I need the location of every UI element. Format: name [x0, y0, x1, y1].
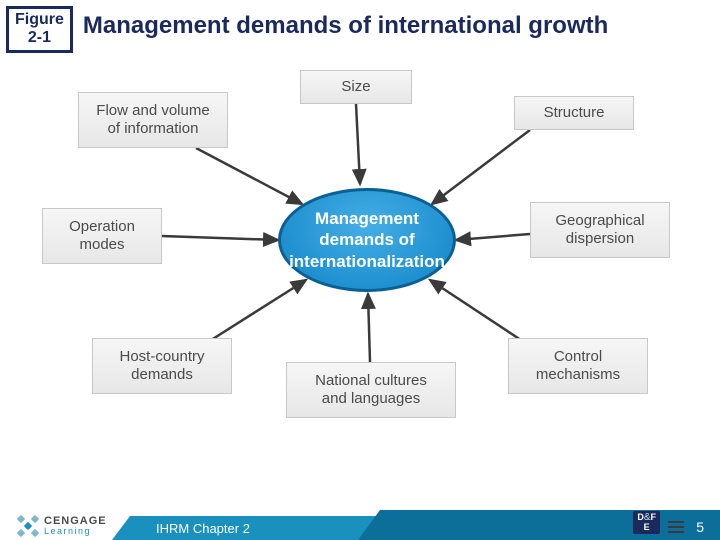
- arrow: [196, 148, 302, 204]
- figure-number-badge: Figure 2-1: [6, 6, 73, 53]
- menu-icon: [668, 521, 684, 533]
- brand-logo: CENGAGE Learning: [18, 516, 107, 536]
- node-control: Controlmechanisms: [508, 338, 648, 394]
- node-structure: Structure: [514, 96, 634, 130]
- arrow: [456, 234, 530, 240]
- brand-logo-text: CENGAGE Learning: [44, 517, 107, 535]
- arrow: [430, 280, 524, 342]
- dfe-badge: D&FE: [633, 511, 660, 534]
- node-host: Host-countrydemands: [92, 338, 232, 394]
- node-size: Size: [300, 70, 412, 104]
- arrow: [368, 294, 370, 362]
- brand-subname: Learning: [44, 527, 107, 535]
- node-geo: Geographicaldispersion: [530, 202, 670, 258]
- node-flow: Flow and volumeof information: [78, 92, 228, 148]
- header: Figure 2-1 Management demands of interna…: [0, 0, 720, 53]
- arrow: [432, 130, 530, 204]
- diagram-canvas: Managementdemands ofinternationalization…: [0, 58, 720, 478]
- page-title: Management demands of international grow…: [83, 6, 608, 40]
- chapter-label: IHRM Chapter 2: [156, 521, 250, 536]
- center-node: Managementdemands ofinternationalization: [278, 188, 456, 292]
- arrow: [162, 236, 278, 240]
- footer: CENGAGE Learning IHRM Chapter 2 D&FE 5: [0, 502, 720, 540]
- arrow: [208, 280, 306, 342]
- brand-logo-icon: [18, 516, 38, 536]
- page-number: 5: [696, 519, 704, 535]
- arrow: [356, 104, 360, 184]
- node-ops: Operationmodes: [42, 208, 162, 264]
- figure-badge-line2: 2-1: [15, 29, 64, 47]
- node-culture: National culturesand languages: [286, 362, 456, 418]
- figure-badge-line1: Figure: [15, 11, 64, 29]
